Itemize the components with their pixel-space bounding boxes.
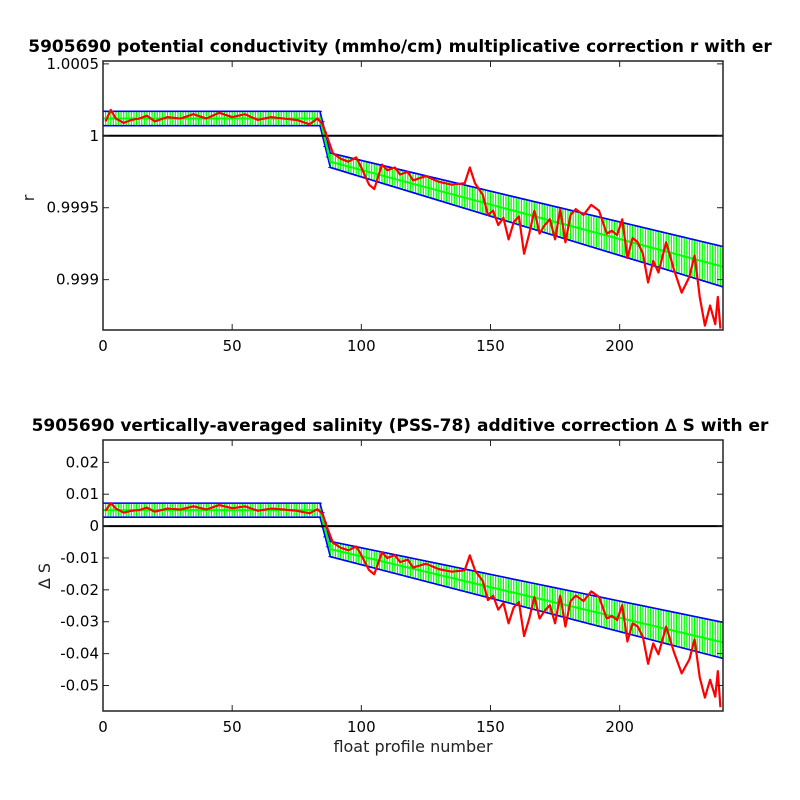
y-tick-label: -0.05: [60, 676, 99, 694]
series-fit-mean: [103, 509, 723, 644]
chart-title: 5905690 vertically-averaged salinity (PS…: [32, 416, 769, 436]
x-tick-label: 50: [223, 718, 242, 736]
y-tick-label: 0: [89, 517, 99, 535]
series-error-lower: [103, 124, 723, 288]
y-tick-label: -0.01: [60, 549, 99, 567]
axes-frame: [102, 439, 724, 712]
y-tick-label: -0.03: [60, 613, 99, 631]
salinity-correction-panel: 5905690 vertically-averaged salinity (PS…: [32, 416, 769, 756]
x-tick-label: 200: [605, 718, 634, 736]
conductivity-correction-panel: 5905690 potential conductivity (mmho/cm)…: [19, 37, 772, 355]
y-tick-label: -0.02: [60, 581, 99, 599]
series-measured: [104, 502, 722, 708]
y-tick-label: -0.04: [60, 645, 99, 663]
plot-content: [103, 502, 723, 708]
y-tick-label: 0.01: [66, 485, 99, 503]
chart-title: 5905690 potential conductivity (mmho/cm)…: [28, 37, 772, 57]
x-tick-label: 200: [605, 337, 634, 355]
y-tick-label: 1: [89, 127, 99, 145]
y-tick-label: 0.9995: [47, 199, 100, 217]
x-axis-label: float profile number: [333, 737, 493, 756]
series-measured: [104, 108, 722, 329]
x-tick-label: 0: [98, 337, 108, 355]
series-error-lower: [103, 516, 723, 660]
x-tick-label: 100: [347, 718, 376, 736]
x-tick-label: 150: [476, 337, 505, 355]
axes-frame: [102, 60, 724, 331]
x-tick-label: 0: [98, 718, 108, 736]
series-fit-mean: [103, 117, 723, 268]
plot-area: 0 50 100 150 200 0.999 0.9995 1 1.0005: [47, 55, 724, 355]
plot-content: [103, 108, 723, 329]
x-tick-label: 50: [223, 337, 242, 355]
y-tick-label: 0.999: [56, 271, 99, 289]
x-tick-label: 100: [347, 337, 376, 355]
y-axis-label: r: [19, 194, 38, 201]
plot-area: 0 50 100 150 200 0.02 0.01 0 -0.01 -0.02 -0.03 -0.0…: [60, 439, 724, 736]
y-axis-label: ∆ S: [35, 563, 54, 590]
x-tick-label: 150: [476, 718, 505, 736]
y-tick-label: 1.0005: [47, 55, 100, 73]
y-tick-label: 0.02: [66, 453, 99, 471]
